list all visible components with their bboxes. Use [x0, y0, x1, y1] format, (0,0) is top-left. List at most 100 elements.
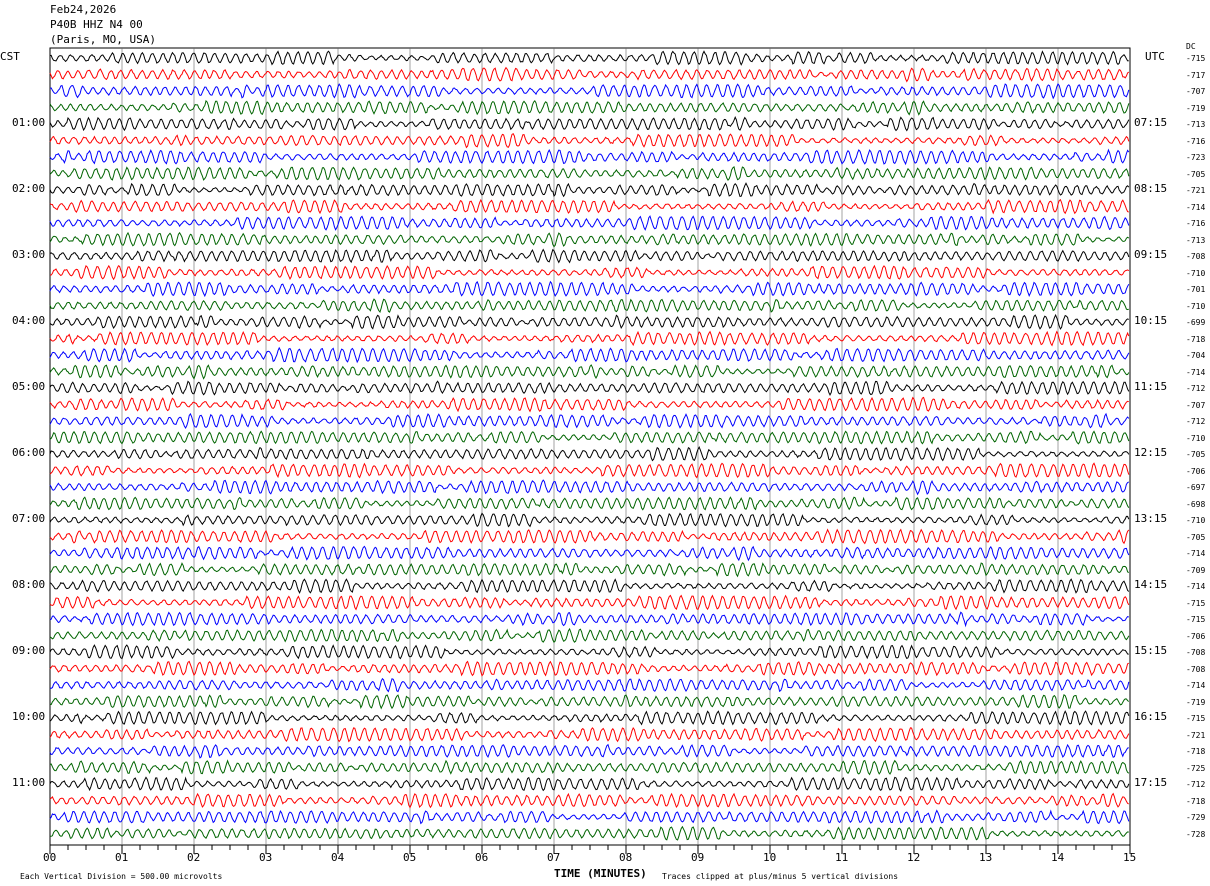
seismic-trace: [49, 792, 1129, 809]
dc-offset-label: -714: [1186, 367, 1206, 377]
date-label: Feb24,2026: [50, 3, 117, 16]
dc-offset-label: -697: [1186, 483, 1206, 492]
seismic-trace: [49, 116, 1130, 132]
dc-offset-label: -699: [1186, 318, 1206, 327]
seismic-trace: [49, 677, 1130, 693]
dc-offset-label: -729: [1186, 813, 1206, 822]
location-label: (Paris, MO, USA): [50, 33, 156, 46]
seismic-trace: [49, 743, 1129, 759]
station-label: P40B HHZ N4 00: [50, 18, 143, 31]
right-hour-label: 16:15: [1134, 710, 1168, 723]
left-hour-label: 08:00: [12, 578, 46, 591]
seismic-trace: [49, 50, 1129, 66]
left-timezone: CST: [0, 50, 20, 63]
right-hour-label: 08:15: [1134, 182, 1168, 195]
dc-offset-label: -721: [1186, 186, 1206, 195]
x-tick-label: 09: [691, 851, 705, 864]
dc-offset-label: -706: [1186, 466, 1206, 476]
x-tick-label: 11: [835, 851, 849, 864]
right-hour-label: 12:15: [1134, 446, 1168, 459]
x-tick-label: 04: [331, 851, 345, 864]
seismic-trace: [49, 562, 1130, 578]
dc-offset-label: -715: [1186, 54, 1206, 63]
left-hour-label: 05:00: [12, 380, 46, 393]
seismic-trace: [49, 528, 1130, 545]
seismic-trace: [49, 496, 1130, 511]
clip-note: Traces clipped at plus/minus 5 vertical …: [662, 872, 899, 881]
dc-offset-label: -704: [1186, 351, 1206, 360]
dc-offset-label: -707: [1186, 400, 1206, 410]
right-hour-label: 15:15: [1134, 644, 1168, 657]
seismic-trace: [49, 759, 1130, 776]
left-hour-label: 02:00: [12, 182, 46, 195]
seismic-trace: [49, 215, 1130, 231]
seismic-trace: [49, 545, 1130, 562]
seismic-trace: [49, 99, 1130, 116]
right-hour-label: 13:15: [1134, 512, 1168, 525]
dc-offset-label: -712: [1186, 384, 1206, 393]
left-hour-label: 01:00: [12, 116, 46, 129]
seismic-trace: [49, 346, 1130, 364]
scale-note: Each Vertical Division = 500.00 microvol…: [20, 872, 223, 881]
dc-offset-label: -707: [1186, 87, 1206, 96]
right-hour-label: 07:15: [1134, 116, 1168, 129]
right-hour-label: 17:15: [1134, 776, 1168, 789]
seismic-trace: [49, 166, 1130, 181]
seismic-trace: [49, 446, 1130, 462]
dc-offset-label: -718: [1186, 747, 1206, 756]
dc-offset-label: -725: [1186, 763, 1206, 773]
seismic-trace: [49, 248, 1130, 264]
dc-offset-label: -713: [1186, 235, 1206, 245]
x-tick-label: 03: [259, 851, 273, 864]
x-axis-label: TIME (MINUTES): [554, 867, 647, 880]
dc-offset-label: -710: [1186, 516, 1206, 525]
seismic-trace: [49, 298, 1129, 314]
dc-offset-label: -712: [1186, 417, 1206, 426]
dc-offset-label: -706: [1186, 631, 1206, 641]
right-hour-label: 14:15: [1134, 578, 1168, 591]
dc-offset-label: -710: [1186, 301, 1206, 311]
dc-offset-label: -718: [1186, 796, 1206, 806]
dc-offset-label: -719: [1186, 103, 1206, 113]
x-tick-label: 14: [1051, 851, 1065, 864]
seismic-trace: [49, 727, 1130, 743]
seismic-trace: [49, 198, 1129, 215]
dc-offset-label: -709: [1186, 565, 1206, 575]
seismic-trace: [49, 83, 1130, 100]
dc-offset-label: -714: [1186, 549, 1206, 558]
dc-offset-label: -705: [1186, 169, 1206, 179]
dc-offset-label: -708: [1186, 252, 1206, 261]
seismic-trace: [49, 182, 1130, 198]
seismic-trace: [49, 594, 1130, 611]
seismic-trace: [49, 578, 1130, 595]
x-tick-label: 13: [979, 851, 993, 864]
seismic-trace: [49, 660, 1130, 677]
x-tick-label: 10: [763, 851, 777, 864]
seismic-trace: [49, 693, 1130, 710]
seismic-trace: [49, 396, 1129, 413]
dc-offset-label: -717: [1186, 70, 1206, 80]
x-tick-label: 07: [547, 851, 561, 864]
left-hour-label: 06:00: [12, 446, 46, 459]
x-tick-label: 12: [907, 851, 921, 864]
right-hour-label: 11:15: [1134, 380, 1168, 393]
dc-offset-label: -698: [1186, 499, 1206, 509]
seismic-trace: [49, 148, 1130, 166]
seismic-trace: [49, 264, 1130, 281]
dc-offset-label: -718: [1186, 334, 1206, 344]
dc-offset-label: -714: [1186, 681, 1206, 690]
x-tick-label: 01: [115, 851, 129, 864]
dc-offset-label: -710: [1186, 433, 1206, 443]
seismic-trace: [49, 330, 1130, 347]
dc-offset-label: -705: [1186, 450, 1206, 459]
dc-offset-label: -705: [1186, 532, 1206, 542]
seismic-trace: [49, 132, 1130, 149]
dc-offset-label: -721: [1186, 730, 1206, 740]
dc-offset-label: -701: [1186, 285, 1206, 294]
dc-offset-label: -713: [1186, 120, 1206, 129]
seismic-trace: [49, 809, 1130, 825]
dc-offset-label: -708: [1186, 648, 1206, 657]
right-hour-label: 10:15: [1134, 314, 1168, 327]
seismic-trace: [49, 380, 1130, 396]
